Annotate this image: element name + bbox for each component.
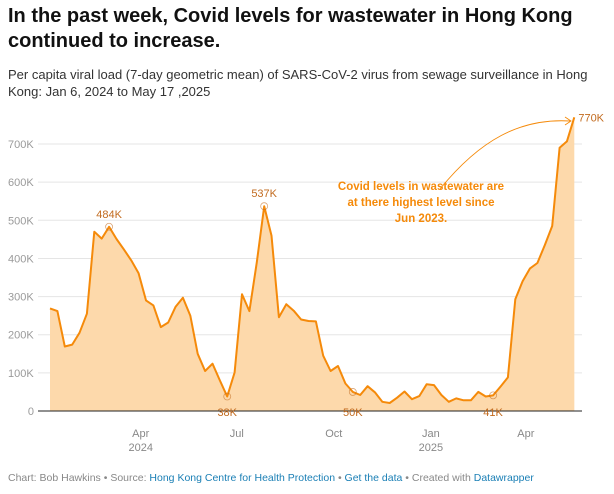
chart-credit: Chart: Bob Hawkins xyxy=(8,472,101,484)
chart-subtitle: Per capita viral load (7-day geometric m… xyxy=(8,67,588,99)
point-marker xyxy=(348,388,357,396)
series-line xyxy=(49,117,576,404)
x-tick-label: Apr xyxy=(132,428,149,440)
y-tick-label: 600K xyxy=(8,177,34,189)
datawrapper-link[interactable]: Datawrapper xyxy=(473,472,534,484)
point-label: 537K xyxy=(251,188,277,200)
y-tick-label: 400K xyxy=(8,253,34,265)
point-marker xyxy=(260,202,269,211)
annotation-text: Covid levels in wastewater are xyxy=(338,181,504,193)
source-link[interactable]: Hong Kong Centre for Health Protection xyxy=(149,472,336,484)
point-label: 38K xyxy=(217,407,237,419)
created-label: Created with xyxy=(411,472,474,484)
annotation-arrow xyxy=(439,120,571,190)
annotation-text: Jun 2023. xyxy=(395,213,447,225)
y-tick-label: 500K xyxy=(8,215,34,227)
separator: • xyxy=(100,472,111,484)
x-tick-label: Oct xyxy=(325,428,342,440)
chart-title: In the past week, Covid levels for waste… xyxy=(8,5,573,52)
point-marker xyxy=(105,222,113,231)
point-label: 484K xyxy=(96,209,122,221)
y-tick-label: 700K xyxy=(8,139,34,151)
point-label: 41K xyxy=(483,407,503,419)
separator: • xyxy=(335,472,345,484)
arrowhead-icon xyxy=(564,116,572,126)
area-fill xyxy=(50,117,575,412)
x-tick-label: Jul xyxy=(230,428,244,440)
y-tick-label: 300K xyxy=(8,292,34,304)
y-tick-label: 0 xyxy=(28,406,34,418)
x-tick-year: 2024 xyxy=(128,442,152,454)
source-label: Source: xyxy=(110,472,150,484)
x-tick-label: Jan xyxy=(422,428,440,440)
point-marker xyxy=(223,392,232,401)
separator: • xyxy=(402,472,412,484)
x-tick-year: 2025 xyxy=(419,442,443,454)
area-chart: 0 100K 200K 300K 400K 500K 600K 700K Apr 2024 Jul O… xyxy=(8,112,605,454)
footer: Chart: Bob Hawkins • Source: Hong Kong C… xyxy=(8,472,534,484)
x-tick-label: Apr xyxy=(517,428,534,440)
point-label: 770K xyxy=(578,112,604,124)
get-data-link[interactable]: Get the data xyxy=(344,472,403,484)
point-label: 50K xyxy=(343,407,363,419)
y-tick-label: 100K xyxy=(8,368,34,380)
point-marker xyxy=(489,391,498,400)
y-tick-label: 200K xyxy=(8,330,34,342)
annotation-text: at there highest level since xyxy=(347,197,494,209)
